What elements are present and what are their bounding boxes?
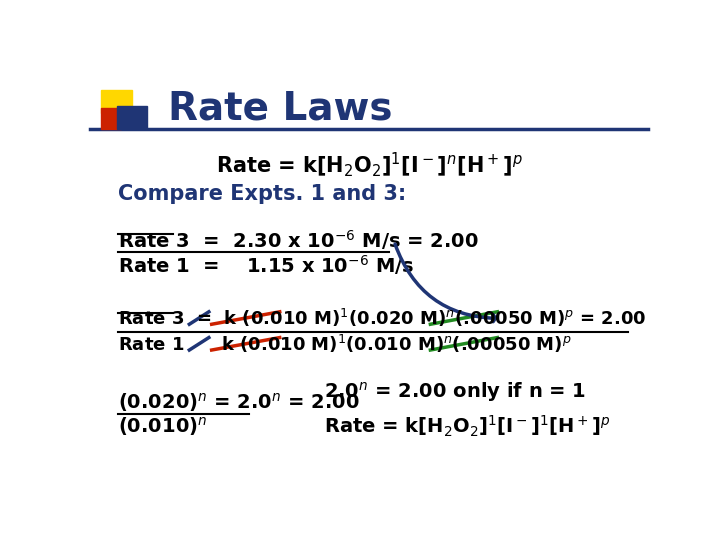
Text: (0.010)$^n$: (0.010)$^n$ — [118, 415, 207, 438]
Bar — [117, 106, 148, 129]
Text: Rate 1  =    1.15 x 10$^{-6}$ M/s: Rate 1 = 1.15 x 10$^{-6}$ M/s — [118, 253, 414, 277]
Bar — [101, 90, 132, 113]
Text: Rate 3  =  k (0.010 M)$^1$(0.020 M)$^n$(.00050 M)$^p$ = 2.00: Rate 3 = k (0.010 M)$^1$(0.020 M)$^n$(.0… — [118, 307, 647, 329]
Text: Rate = k[H$_2$O$_2$]$^1$[I$^-$]$^n$[H$^+$]$^p$: Rate = k[H$_2$O$_2$]$^1$[I$^-$]$^n$[H$^+… — [216, 150, 522, 179]
Text: Rate = k[H$_2$O$_2$]$^1$[I$^-$]$^1$[H$^+$]$^p$: Rate = k[H$_2$O$_2$]$^1$[I$^-$]$^1$[H$^+… — [324, 414, 611, 439]
Text: Compare Expts. 1 and 3:: Compare Expts. 1 and 3: — [118, 184, 406, 204]
Text: Rate Laws: Rate Laws — [168, 90, 392, 127]
Text: Rate 1      k (0.010 M)$^1$(0.010 M)$^n$(.00050 M)$^p$: Rate 1 k (0.010 M)$^1$(0.010 M)$^n$(.000… — [118, 333, 572, 355]
Bar — [101, 109, 121, 129]
Text: 2.0$^n$ = 2.00 only if n = 1: 2.0$^n$ = 2.00 only if n = 1 — [324, 380, 587, 404]
Text: Rate 3  =  2.30 x 10$^{-6}$ M/s = 2.00: Rate 3 = 2.30 x 10$^{-6}$ M/s = 2.00 — [118, 228, 479, 252]
Text: (0.020)$^n$ = 2.0$^n$ = 2.00: (0.020)$^n$ = 2.0$^n$ = 2.00 — [118, 391, 359, 414]
